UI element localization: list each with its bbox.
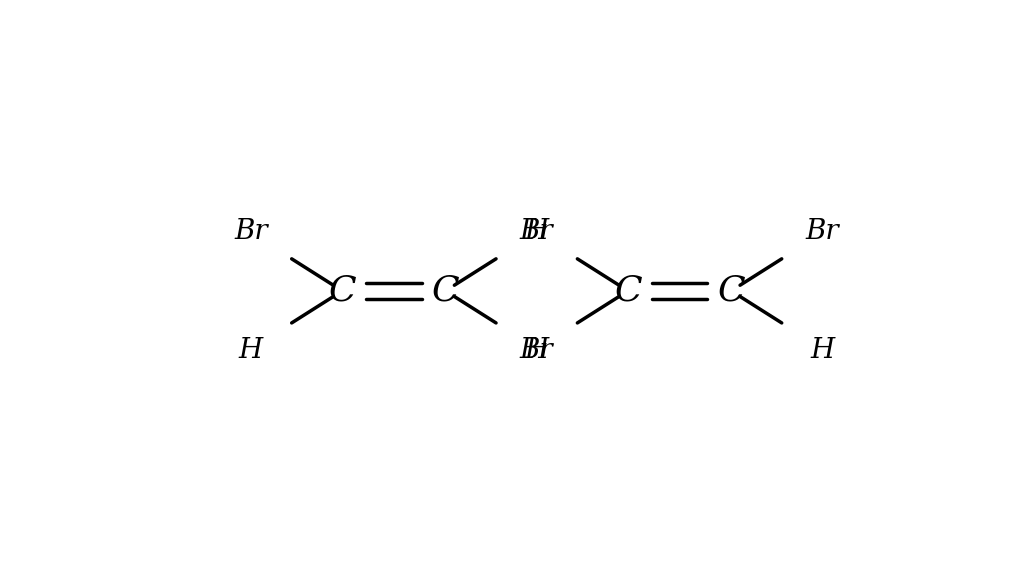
Text: H: H (524, 338, 549, 364)
Text: Br: Br (234, 218, 268, 244)
Text: Br: Br (806, 218, 840, 244)
Text: C: C (718, 274, 744, 308)
Text: H: H (239, 338, 263, 364)
Text: C: C (432, 274, 459, 308)
Text: C: C (329, 274, 356, 308)
Text: Br: Br (520, 338, 554, 364)
Text: H: H (524, 218, 549, 244)
Text: H: H (810, 338, 835, 364)
Text: C: C (614, 274, 642, 308)
Text: Br: Br (520, 218, 554, 244)
